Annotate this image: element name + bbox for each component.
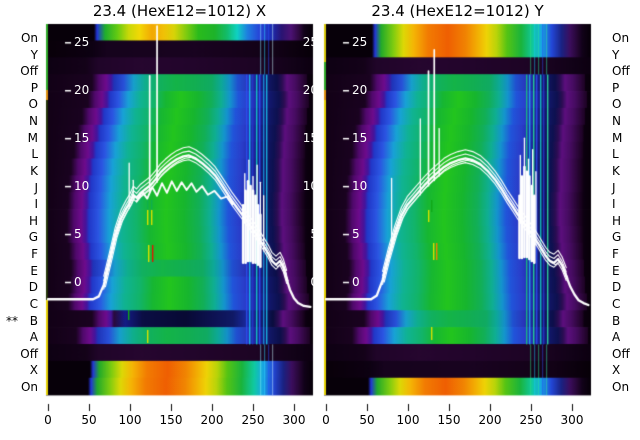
y-tick-label-inner-25: 25	[352, 35, 368, 50]
y-tick-label-right-10: 10	[302, 179, 318, 194]
x-tick-label-300: 300	[282, 413, 306, 427]
x-tick-label-0: 0	[322, 413, 330, 427]
row-label-right-x-20: X	[612, 363, 621, 378]
row-label-right-k-8: K	[612, 163, 620, 178]
row-label-left-f-13: F	[31, 247, 38, 262]
row-label-left-on-21: On	[20, 379, 38, 394]
x-tick-label-250: 250	[241, 413, 265, 427]
row-label-left-g-12: G	[28, 230, 38, 245]
row-label-left-n-5: N	[29, 114, 38, 129]
row-label-left-m-6: M	[27, 130, 38, 145]
row-label-left-k-8: K	[30, 163, 38, 178]
x-tick-label-50: 50	[359, 413, 375, 427]
row-label-left-x-20: X	[29, 363, 38, 378]
row-label-right-d-15: D	[612, 280, 622, 295]
x-tick-label-200: 200	[478, 413, 502, 427]
row-label-right-i-10: I	[612, 197, 616, 212]
y-tick-label-inner-15: 15	[74, 131, 90, 146]
y-tick-label-inner-20: 20	[74, 83, 90, 98]
row-label-left-off-2: Off	[20, 64, 38, 79]
row-label-right-a-18: A	[612, 330, 621, 345]
row-label-right-h-11: H	[612, 213, 622, 228]
row-label-right-off-2: Off	[612, 64, 630, 79]
row-label-left-a-18: A	[29, 330, 38, 345]
row-label-right-n-5: N	[612, 114, 621, 129]
y-tick-label-inner-25: 25	[74, 35, 90, 50]
x-tick-label-150: 150	[159, 413, 183, 427]
row-label-right-c-16: C	[612, 296, 621, 311]
x-tick-label-300: 300	[560, 413, 584, 427]
x-tick-label-50: 50	[81, 413, 97, 427]
row-label-left-on-0: On	[20, 31, 38, 45]
row-label-right-g-12: G	[612, 230, 622, 245]
y-tick-label-inner-10: 10	[352, 179, 368, 194]
y-tick-label-inner-5: 5	[352, 227, 360, 242]
row-label-right-o-4: O	[612, 97, 622, 112]
y-tick-label-inner-0: 0	[74, 275, 82, 289]
x-tick-label-200: 200	[200, 413, 224, 427]
star-marker: **	[6, 313, 18, 328]
row-label-right-f-13: F	[612, 247, 619, 262]
y-tick-label-right-15: 15	[302, 131, 318, 146]
x-tick-label-100: 100	[118, 413, 142, 427]
row-label-left-off-19: Off	[20, 346, 38, 361]
row-label-right-y-1: Y	[612, 47, 620, 62]
y-tick-label-right-0: 0	[310, 275, 318, 289]
row-label-right-p-3: P	[612, 80, 620, 95]
row-label-left-y-1: Y	[30, 47, 38, 62]
row-label-right-on-0: On	[612, 31, 630, 45]
panel-x-title: 23.4 (HexE12=1012) X	[92, 2, 267, 20]
panel-y-title: 23.4 (HexE12=1012) Y	[371, 2, 544, 20]
y-tick-label-inner-10: 10	[74, 179, 90, 194]
y-tick-label-inner-5: 5	[74, 227, 82, 242]
y-tick-label-inner-20: 20	[352, 83, 368, 98]
y-tick-label-right-25: 25	[302, 35, 318, 50]
row-label-right-e-14: E	[612, 263, 620, 278]
x-tick-label-0: 0	[44, 413, 52, 427]
y-tick-label-inner-15: 15	[352, 131, 368, 146]
row-label-right-l-7: L	[612, 147, 619, 162]
x-tick-label-250: 250	[519, 413, 543, 427]
y-tick-label-right-20: 20	[302, 83, 318, 98]
row-label-right-off-19: Off	[612, 346, 630, 361]
row-label-left-p-3: P	[30, 80, 38, 95]
x-tick-label-100: 100	[396, 413, 420, 427]
row-label-right-j-9: J	[612, 180, 616, 195]
y-tick-label-inner-0: 0	[352, 275, 360, 289]
x-tick-label-150: 150	[437, 413, 461, 427]
row-label-left-b-17: B	[29, 313, 38, 328]
row-label-left-e-14: E	[30, 263, 38, 278]
row-label-left-l-7: L	[31, 147, 38, 162]
row-label-left-i-10: I	[34, 197, 38, 212]
row-label-left-c-16: C	[29, 296, 38, 311]
row-label-left-h-11: H	[28, 213, 38, 228]
row-label-right-b-17: B	[612, 313, 621, 328]
row-label-left-o-4: O	[28, 97, 38, 112]
row-label-right-m-6: M	[612, 130, 623, 145]
row-label-left-j-9: J	[34, 180, 38, 195]
row-label-right-on-21: On	[612, 379, 630, 394]
y-tick-label-right-5: 5	[310, 227, 318, 242]
row-label-left-d-15: D	[28, 280, 38, 295]
